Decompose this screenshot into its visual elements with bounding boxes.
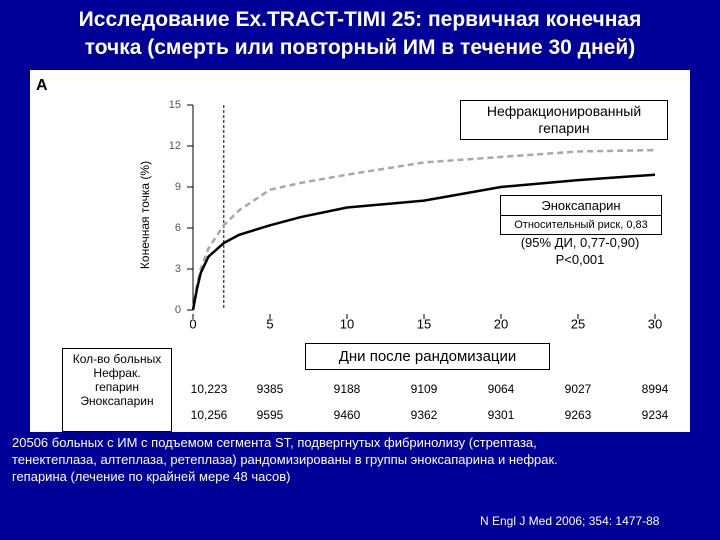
x-axis-label: Дни после рандомизации	[305, 343, 550, 370]
at-risk-count: 10,223	[191, 382, 228, 396]
y-tick-label: 3	[175, 263, 181, 275]
at-risk-row-name: Нефрак. гепарин	[93, 366, 141, 394]
x-tick-label: 0	[189, 316, 196, 331]
caption-line: гепарина (лечение по крайней мере 48 час…	[12, 469, 291, 484]
title-line: Исследование Ex.TRACT-TIMI 25: первичная…	[78, 8, 642, 31]
legend-item: Нефракционированный гепарин	[460, 100, 668, 140]
at-risk-count: 9385	[257, 382, 284, 396]
y-tick-label: 9	[175, 181, 181, 193]
y-tick-label: 6	[175, 222, 181, 234]
at-risk-count: 9027	[565, 382, 592, 396]
annotation: Относительный риск, 0,83	[500, 215, 662, 235]
x-tick-label: 30	[648, 316, 662, 331]
caption: 20506 больных с ИМ с подъемом сегмента S…	[12, 434, 558, 485]
legend-item: Эноксапарин	[500, 195, 662, 217]
y-tick-label: 15	[169, 99, 181, 111]
annotation: P<0,001	[555, 252, 605, 267]
at-risk-count: 9188	[334, 382, 361, 396]
x-tick-label: 15	[417, 316, 431, 331]
at-risk-count: 9301	[488, 408, 515, 422]
annotation-group: (95% ДИ, 0,77-0,90) P<0,001	[497, 234, 663, 268]
at-risk-row-name: Эноксапарин	[80, 394, 154, 408]
at-risk-count: 9460	[334, 408, 361, 422]
y-tick-label: 12	[169, 140, 181, 152]
at-risk-count: 9109	[411, 382, 438, 396]
y-tick-label: 0	[175, 304, 181, 316]
x-tick-label: 10	[340, 316, 354, 331]
x-tick-label: 25	[571, 316, 585, 331]
reference: N Engl J Med 2006; 354: 1477-88	[480, 514, 660, 528]
panel-label: A	[36, 77, 48, 94]
at-risk-count: 9362	[411, 408, 438, 422]
series-line	[191, 173, 656, 311]
caption-line: тенектеплаза, алтеплаза, ретеплаза) ранд…	[12, 452, 558, 467]
at-risk-count: 9064	[488, 382, 515, 396]
x-tick-label: 5	[266, 316, 273, 331]
annotation: (95% ДИ, 0,77-0,90)	[520, 235, 640, 250]
x-tick-label: 20	[494, 316, 508, 331]
at-risk-header: Кол-во больных	[72, 352, 162, 366]
at-risk-count: 9234	[642, 408, 669, 422]
at-risk-count: 10,256	[191, 408, 228, 422]
caption-line: 20506 больных с ИМ с подъемом сегмента S…	[12, 435, 537, 450]
y-axis-label: Конечная точка (%)	[138, 161, 152, 269]
at-risk-count: 9595	[257, 408, 284, 422]
title-line: точка (смерть или повторный ИМ в течение…	[84, 36, 636, 59]
at-risk-legend: Кол-во больных Нефрак. гепарин Эноксапар…	[62, 348, 172, 432]
at-risk-count: 8994	[642, 382, 669, 396]
series-line	[191, 148, 656, 311]
at-risk-count: 9263	[565, 408, 592, 422]
